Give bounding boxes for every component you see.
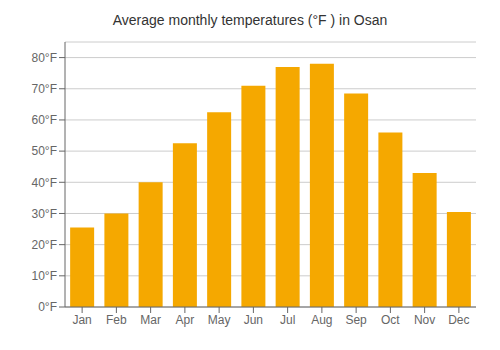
svg-text:Jan: Jan (72, 313, 91, 327)
svg-text:50°F: 50°F (32, 144, 57, 158)
svg-text:80°F: 80°F (32, 51, 57, 65)
svg-text:60°F: 60°F (32, 113, 57, 127)
svg-text:20°F: 20°F (32, 238, 57, 252)
svg-text:0°F: 0°F (38, 300, 57, 314)
svg-text:Aug: Aug (311, 313, 332, 327)
svg-text:Jun: Jun (244, 313, 263, 327)
svg-text:Oct: Oct (381, 313, 400, 327)
svg-text:10°F: 10°F (32, 269, 57, 283)
svg-text:30°F: 30°F (32, 207, 57, 221)
svg-text:Sep: Sep (345, 313, 367, 327)
html-text:Average monthly temperatures (: Average monthly temperatures (°F ) in Os… (112, 12, 388, 28)
svg-text:Jul: Jul (280, 313, 295, 327)
svg-text:Dec: Dec (448, 313, 469, 327)
svg-text:70°F: 70°F (32, 82, 57, 96)
svg-text:Mar: Mar (140, 313, 161, 327)
svg-text:Apr: Apr (176, 313, 195, 327)
svg-text:Feb: Feb (106, 313, 127, 327)
svg-text:May: May (208, 313, 231, 327)
svg-text:Nov: Nov (414, 313, 435, 327)
svg-text:40°F: 40°F (32, 176, 57, 190)
